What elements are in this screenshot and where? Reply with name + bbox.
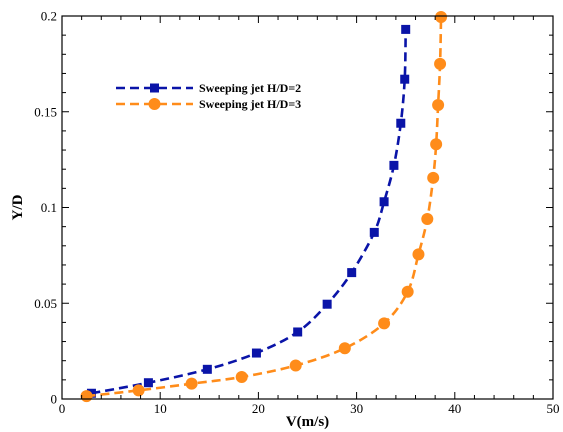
x-axis-title: V(m/s) bbox=[286, 414, 329, 430]
data-point bbox=[401, 24, 411, 34]
data-point bbox=[421, 212, 434, 225]
y-tick-label: 0 bbox=[51, 392, 58, 407]
legend-label: Sweeping jet H/D=3 bbox=[199, 97, 301, 111]
data-point bbox=[347, 268, 357, 278]
y-tick-label: 0.1 bbox=[41, 200, 57, 215]
data-point bbox=[132, 384, 145, 397]
y-tick-label: 0.05 bbox=[34, 296, 57, 311]
legend: Sweeping jet H/D=2 Sweeping jet H/D=3 bbox=[116, 81, 301, 111]
x-tick-label: 30 bbox=[350, 401, 363, 416]
data-point bbox=[369, 227, 379, 237]
x-tick-label: 20 bbox=[252, 401, 265, 416]
data-point bbox=[143, 378, 153, 388]
series-2 bbox=[80, 10, 448, 403]
y-tick-label: 0.15 bbox=[34, 104, 57, 119]
x-tick-label: 50 bbox=[547, 401, 560, 416]
series-layer bbox=[80, 10, 448, 403]
y-axis-title: Y/D bbox=[10, 194, 26, 220]
legend-label: Sweeping jet H/D=2 bbox=[199, 81, 301, 95]
data-point bbox=[432, 99, 445, 112]
data-point bbox=[202, 364, 212, 374]
y-tick-label: 0.2 bbox=[41, 9, 57, 24]
data-point bbox=[412, 248, 425, 261]
x-tick-label: 0 bbox=[59, 401, 66, 416]
legend-item-2: Sweeping jet H/D=3 bbox=[116, 97, 301, 111]
data-point bbox=[251, 348, 261, 358]
axis-layer: 0 10 20 30 40 50 0 0.05 0.1 0.15 0.2 bbox=[34, 9, 559, 417]
data-point bbox=[322, 299, 332, 309]
x-tick-label: 40 bbox=[448, 401, 461, 416]
legend-item-1: Sweeping jet H/D=2 bbox=[116, 81, 301, 95]
data-point bbox=[396, 118, 406, 128]
data-point bbox=[378, 317, 391, 330]
data-point bbox=[427, 171, 440, 184]
x-tick-label: 10 bbox=[154, 401, 167, 416]
data-point bbox=[293, 327, 303, 337]
series-line bbox=[86, 16, 443, 398]
legend-marker bbox=[148, 98, 161, 110]
data-point bbox=[389, 160, 399, 170]
data-point bbox=[80, 390, 93, 403]
data-point bbox=[289, 359, 302, 372]
data-point bbox=[400, 74, 410, 84]
data-point bbox=[434, 57, 447, 70]
data-point bbox=[435, 10, 448, 23]
legend-marker bbox=[150, 83, 159, 93]
data-point bbox=[185, 377, 198, 390]
data-point bbox=[235, 370, 248, 383]
data-point bbox=[379, 197, 389, 207]
data-point bbox=[401, 285, 414, 298]
data-point bbox=[430, 138, 443, 151]
data-point bbox=[338, 342, 351, 355]
